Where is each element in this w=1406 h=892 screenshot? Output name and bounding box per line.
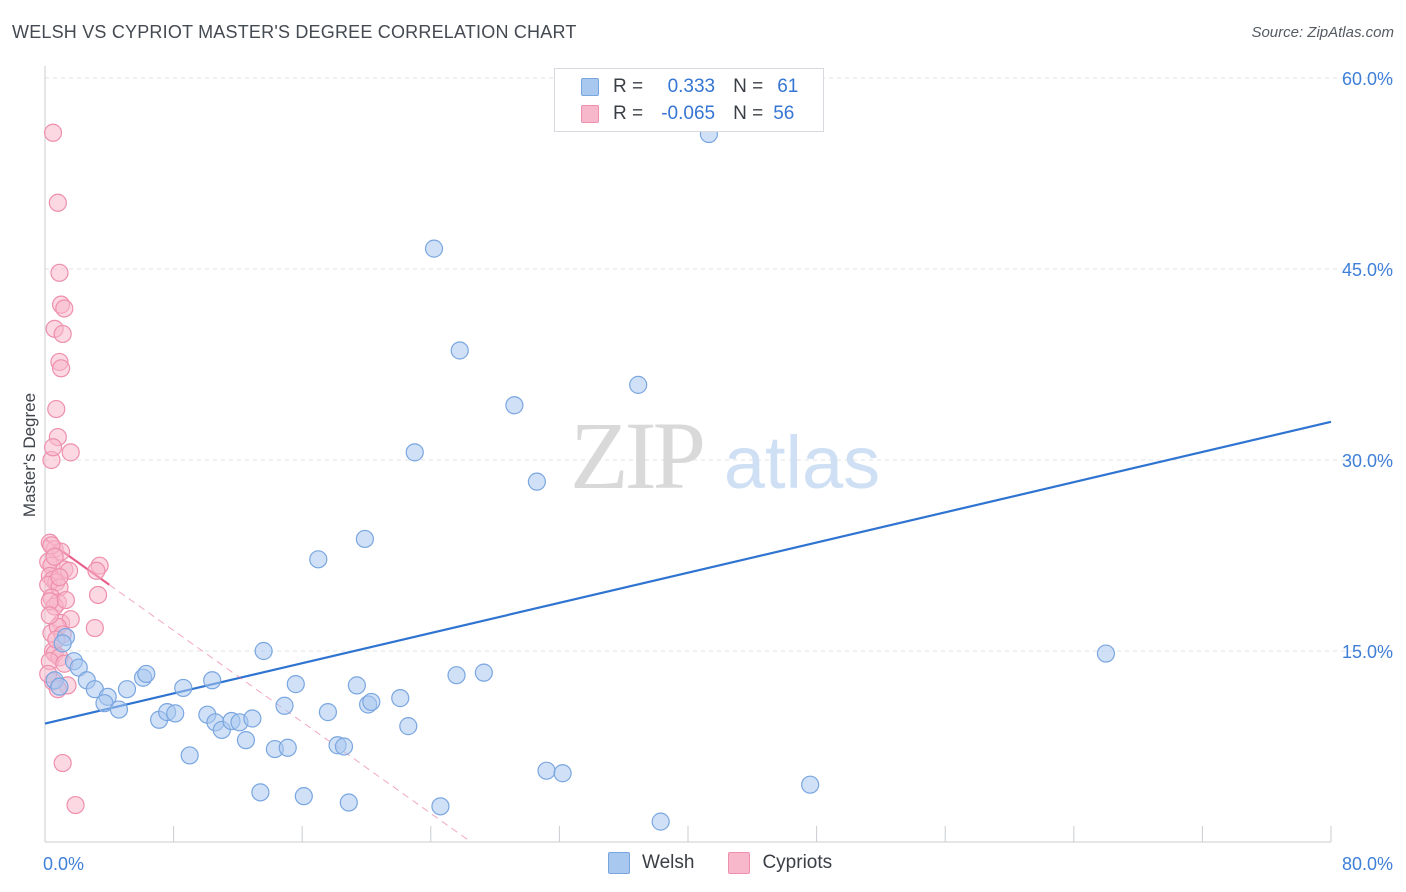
chart-title: WELSH VS CYPRIOT MASTER'S DEGREE CORRELA… [12,22,577,42]
cypriot-trend-extension [109,584,472,843]
welsh-point [339,793,358,812]
legend-r-value: -0.065 [661,103,716,124]
series-legend: Welsh Cypriots [608,852,866,874]
cypriot-point [61,443,80,462]
welsh-point [294,787,313,806]
legend-swatch-welsh [581,78,599,96]
watermark-zip: ZIP [570,402,703,509]
cypriot-point [55,299,74,318]
legend-r-value: 0.333 [667,76,716,97]
y-tick-label: 60.0% [1342,69,1393,89]
welsh-point [318,703,338,722]
welsh-point [450,341,469,360]
legend-label-welsh: Welsh [642,852,695,873]
cypriot-point [43,438,63,457]
welsh-point [505,396,524,415]
legend-n-label: N = [733,76,764,97]
source-label: Source: ZipAtlas.com [1251,24,1394,41]
welsh-point [309,550,328,569]
welsh-point [50,677,69,696]
legend-item-welsh[interactable]: Welsh [608,852,694,874]
welsh-point [203,671,222,690]
welsh-trend-line [44,420,1332,725]
welsh-point [334,737,354,756]
legend-r-label: R = [613,103,644,124]
welsh-point [137,664,156,684]
cypriot-point [87,561,106,580]
cypriot-point [47,399,66,419]
welsh-point [53,634,72,653]
welsh-point [537,761,556,780]
welsh-point [236,731,256,750]
legend-n-value: 56 [773,103,795,124]
welsh-point [431,797,450,816]
welsh-point [391,689,410,708]
welsh-point [278,738,297,757]
cypriot-point [45,547,64,566]
welsh-point [1096,644,1116,663]
welsh-point [117,680,137,699]
x-tick-label: 80.0% [1342,854,1393,874]
welsh-point [447,666,466,685]
cypriot-point [50,263,69,282]
cypriot-point [53,753,72,773]
welsh-point [275,696,294,715]
welsh-point [651,812,670,831]
legend-item-cypriots[interactable]: Cypriots [728,852,832,874]
legend-n-label: N = [733,103,764,124]
welsh-point [251,783,270,802]
welsh-point [424,239,444,258]
cypriot-point [40,606,59,625]
welsh-point [286,675,305,694]
y-tick-label: 15.0% [1342,642,1393,662]
welsh-point [355,529,374,549]
cypriot-point [43,123,63,142]
welsh-point [243,709,262,728]
y-tick-label: 30.0% [1342,451,1393,471]
legend-label-cypriots: Cypriots [762,852,833,873]
cypriot-point [56,590,75,610]
welsh-point [347,676,366,695]
welsh-point [474,663,493,682]
watermark-atlas: atlas [724,421,880,504]
data-points [39,98,1116,831]
x-tick-label: 0.0% [43,854,84,874]
welsh-point [180,746,199,765]
welsh-point [629,375,648,394]
legend-r-label: R = [613,76,644,97]
cypriot-point [85,618,104,638]
y-tick-label: 45.0% [1342,260,1393,280]
cypriot-point [88,585,108,605]
legend-n-value: 61 [777,76,799,97]
legend-row-welsh: R = 0.333 N = 61 [581,75,798,99]
welsh-point [166,704,185,723]
welsh-point [801,775,820,794]
legend-swatch-welsh [608,852,630,874]
welsh-point [527,472,546,491]
welsh-point [254,641,273,661]
legend-row-cypriots: R = -0.065 N = 56 [581,102,794,126]
tick-labels: 15.0% 30.0% 45.0% 60.0% 0.0% 80.0% [43,69,1393,874]
welsh-point [174,678,193,698]
cypriot-point [51,359,71,378]
stats-legend: R = 0.333 N = 61 R = -0.065 N = 56 [554,68,824,132]
welsh-point [553,764,572,783]
watermark: ZIP atlas [570,402,880,509]
welsh-point [399,717,418,736]
cypriot-point [48,193,67,212]
cypriot-point [50,568,69,587]
legend-swatch-cypriots [728,852,751,874]
cypriot-point [66,795,85,815]
welsh-point [405,443,424,462]
cypriot-point [53,324,72,344]
welsh-point [109,700,129,719]
welsh-point [362,692,381,712]
legend-swatch-cypriots [581,105,599,123]
